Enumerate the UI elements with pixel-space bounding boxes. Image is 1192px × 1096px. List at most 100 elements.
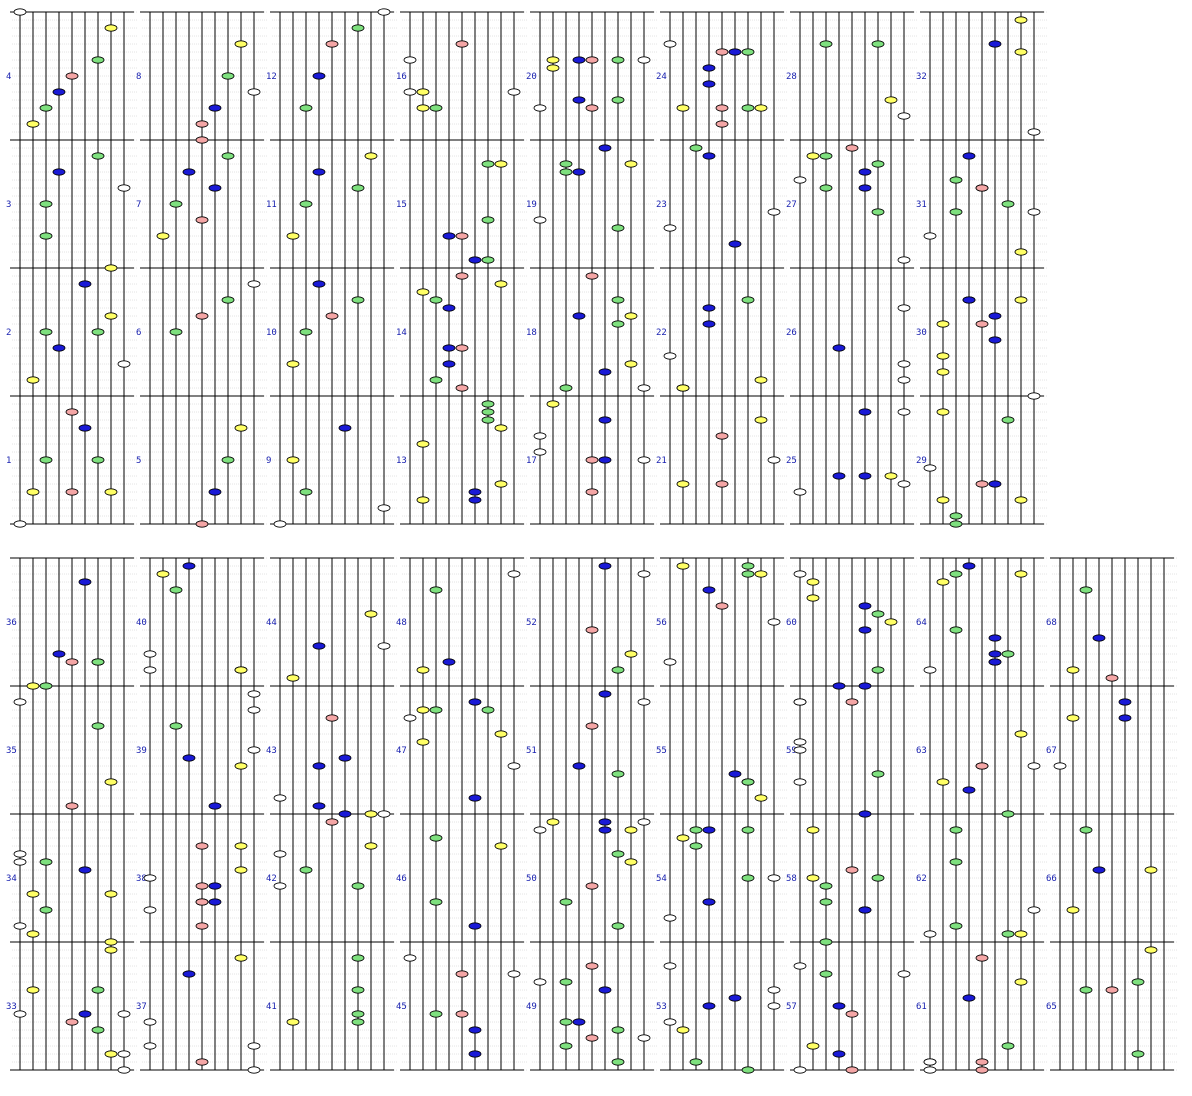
note xyxy=(585,1034,599,1042)
note xyxy=(715,120,729,128)
measure-number: 10 xyxy=(266,328,277,338)
note xyxy=(988,336,1002,344)
note xyxy=(611,666,625,674)
note xyxy=(481,706,495,714)
note xyxy=(663,914,677,922)
note xyxy=(871,610,885,618)
note xyxy=(143,874,157,882)
note xyxy=(637,384,651,392)
note xyxy=(143,1018,157,1026)
note xyxy=(949,626,963,634)
measure-number: 31 xyxy=(916,200,927,210)
note xyxy=(195,898,209,906)
note xyxy=(429,834,443,842)
measure-number: 49 xyxy=(526,1002,537,1012)
note xyxy=(52,344,66,352)
note xyxy=(533,448,547,456)
note xyxy=(858,472,872,480)
note xyxy=(572,168,586,176)
note xyxy=(403,56,417,64)
note xyxy=(338,424,352,432)
note xyxy=(377,810,391,818)
note xyxy=(52,650,66,658)
note xyxy=(897,112,911,120)
note xyxy=(182,168,196,176)
note xyxy=(689,144,703,152)
note xyxy=(1014,248,1028,256)
note xyxy=(442,344,456,352)
note xyxy=(351,296,365,304)
note xyxy=(91,152,105,160)
note xyxy=(26,986,40,994)
note xyxy=(962,152,976,160)
note xyxy=(1131,1050,1145,1058)
note xyxy=(416,706,430,714)
note xyxy=(676,104,690,112)
note xyxy=(676,384,690,392)
note xyxy=(949,520,963,528)
note xyxy=(221,296,235,304)
note xyxy=(1014,930,1028,938)
note xyxy=(585,722,599,730)
note xyxy=(611,850,625,858)
note xyxy=(351,1018,365,1026)
note xyxy=(104,488,118,496)
note xyxy=(494,280,508,288)
note xyxy=(754,376,768,384)
note xyxy=(273,882,287,890)
note xyxy=(1014,978,1028,986)
note xyxy=(546,818,560,826)
note xyxy=(715,602,729,610)
note xyxy=(481,416,495,424)
note xyxy=(312,802,326,810)
note xyxy=(793,962,807,970)
note xyxy=(377,504,391,512)
note xyxy=(988,312,1002,320)
measure-number: 15 xyxy=(396,200,407,210)
chart-column: 5 6 7 8 xyxy=(136,11,268,528)
note xyxy=(1014,570,1028,578)
note xyxy=(741,1066,755,1074)
note xyxy=(871,666,885,674)
note xyxy=(52,88,66,96)
note xyxy=(1144,946,1158,954)
note xyxy=(871,770,885,778)
measure-number: 40 xyxy=(136,618,147,628)
note xyxy=(468,794,482,802)
note xyxy=(585,56,599,64)
measure-number: 56 xyxy=(656,618,667,628)
note xyxy=(1027,762,1041,770)
chart-column: 37 38 39 40 xyxy=(136,557,268,1074)
note xyxy=(871,40,885,48)
note xyxy=(702,80,716,88)
note xyxy=(429,586,443,594)
note xyxy=(559,168,573,176)
note xyxy=(533,978,547,986)
note xyxy=(494,842,508,850)
measure-number: 58 xyxy=(786,874,797,884)
note xyxy=(975,1058,989,1066)
measure-number: 12 xyxy=(266,72,277,82)
note xyxy=(195,216,209,224)
note xyxy=(689,826,703,834)
note xyxy=(1092,866,1106,874)
note xyxy=(598,456,612,464)
note xyxy=(221,456,235,464)
measure-number: 21 xyxy=(656,456,667,466)
note xyxy=(715,48,729,56)
note xyxy=(208,184,222,192)
note xyxy=(741,104,755,112)
note xyxy=(351,954,365,962)
note xyxy=(871,208,885,216)
note xyxy=(286,232,300,240)
note xyxy=(169,328,183,336)
note xyxy=(806,594,820,602)
note xyxy=(117,360,131,368)
note xyxy=(13,8,27,16)
note xyxy=(78,280,92,288)
note xyxy=(936,778,950,786)
measure-number: 3 xyxy=(6,200,11,210)
note xyxy=(702,64,716,72)
note xyxy=(78,866,92,874)
note xyxy=(676,480,690,488)
